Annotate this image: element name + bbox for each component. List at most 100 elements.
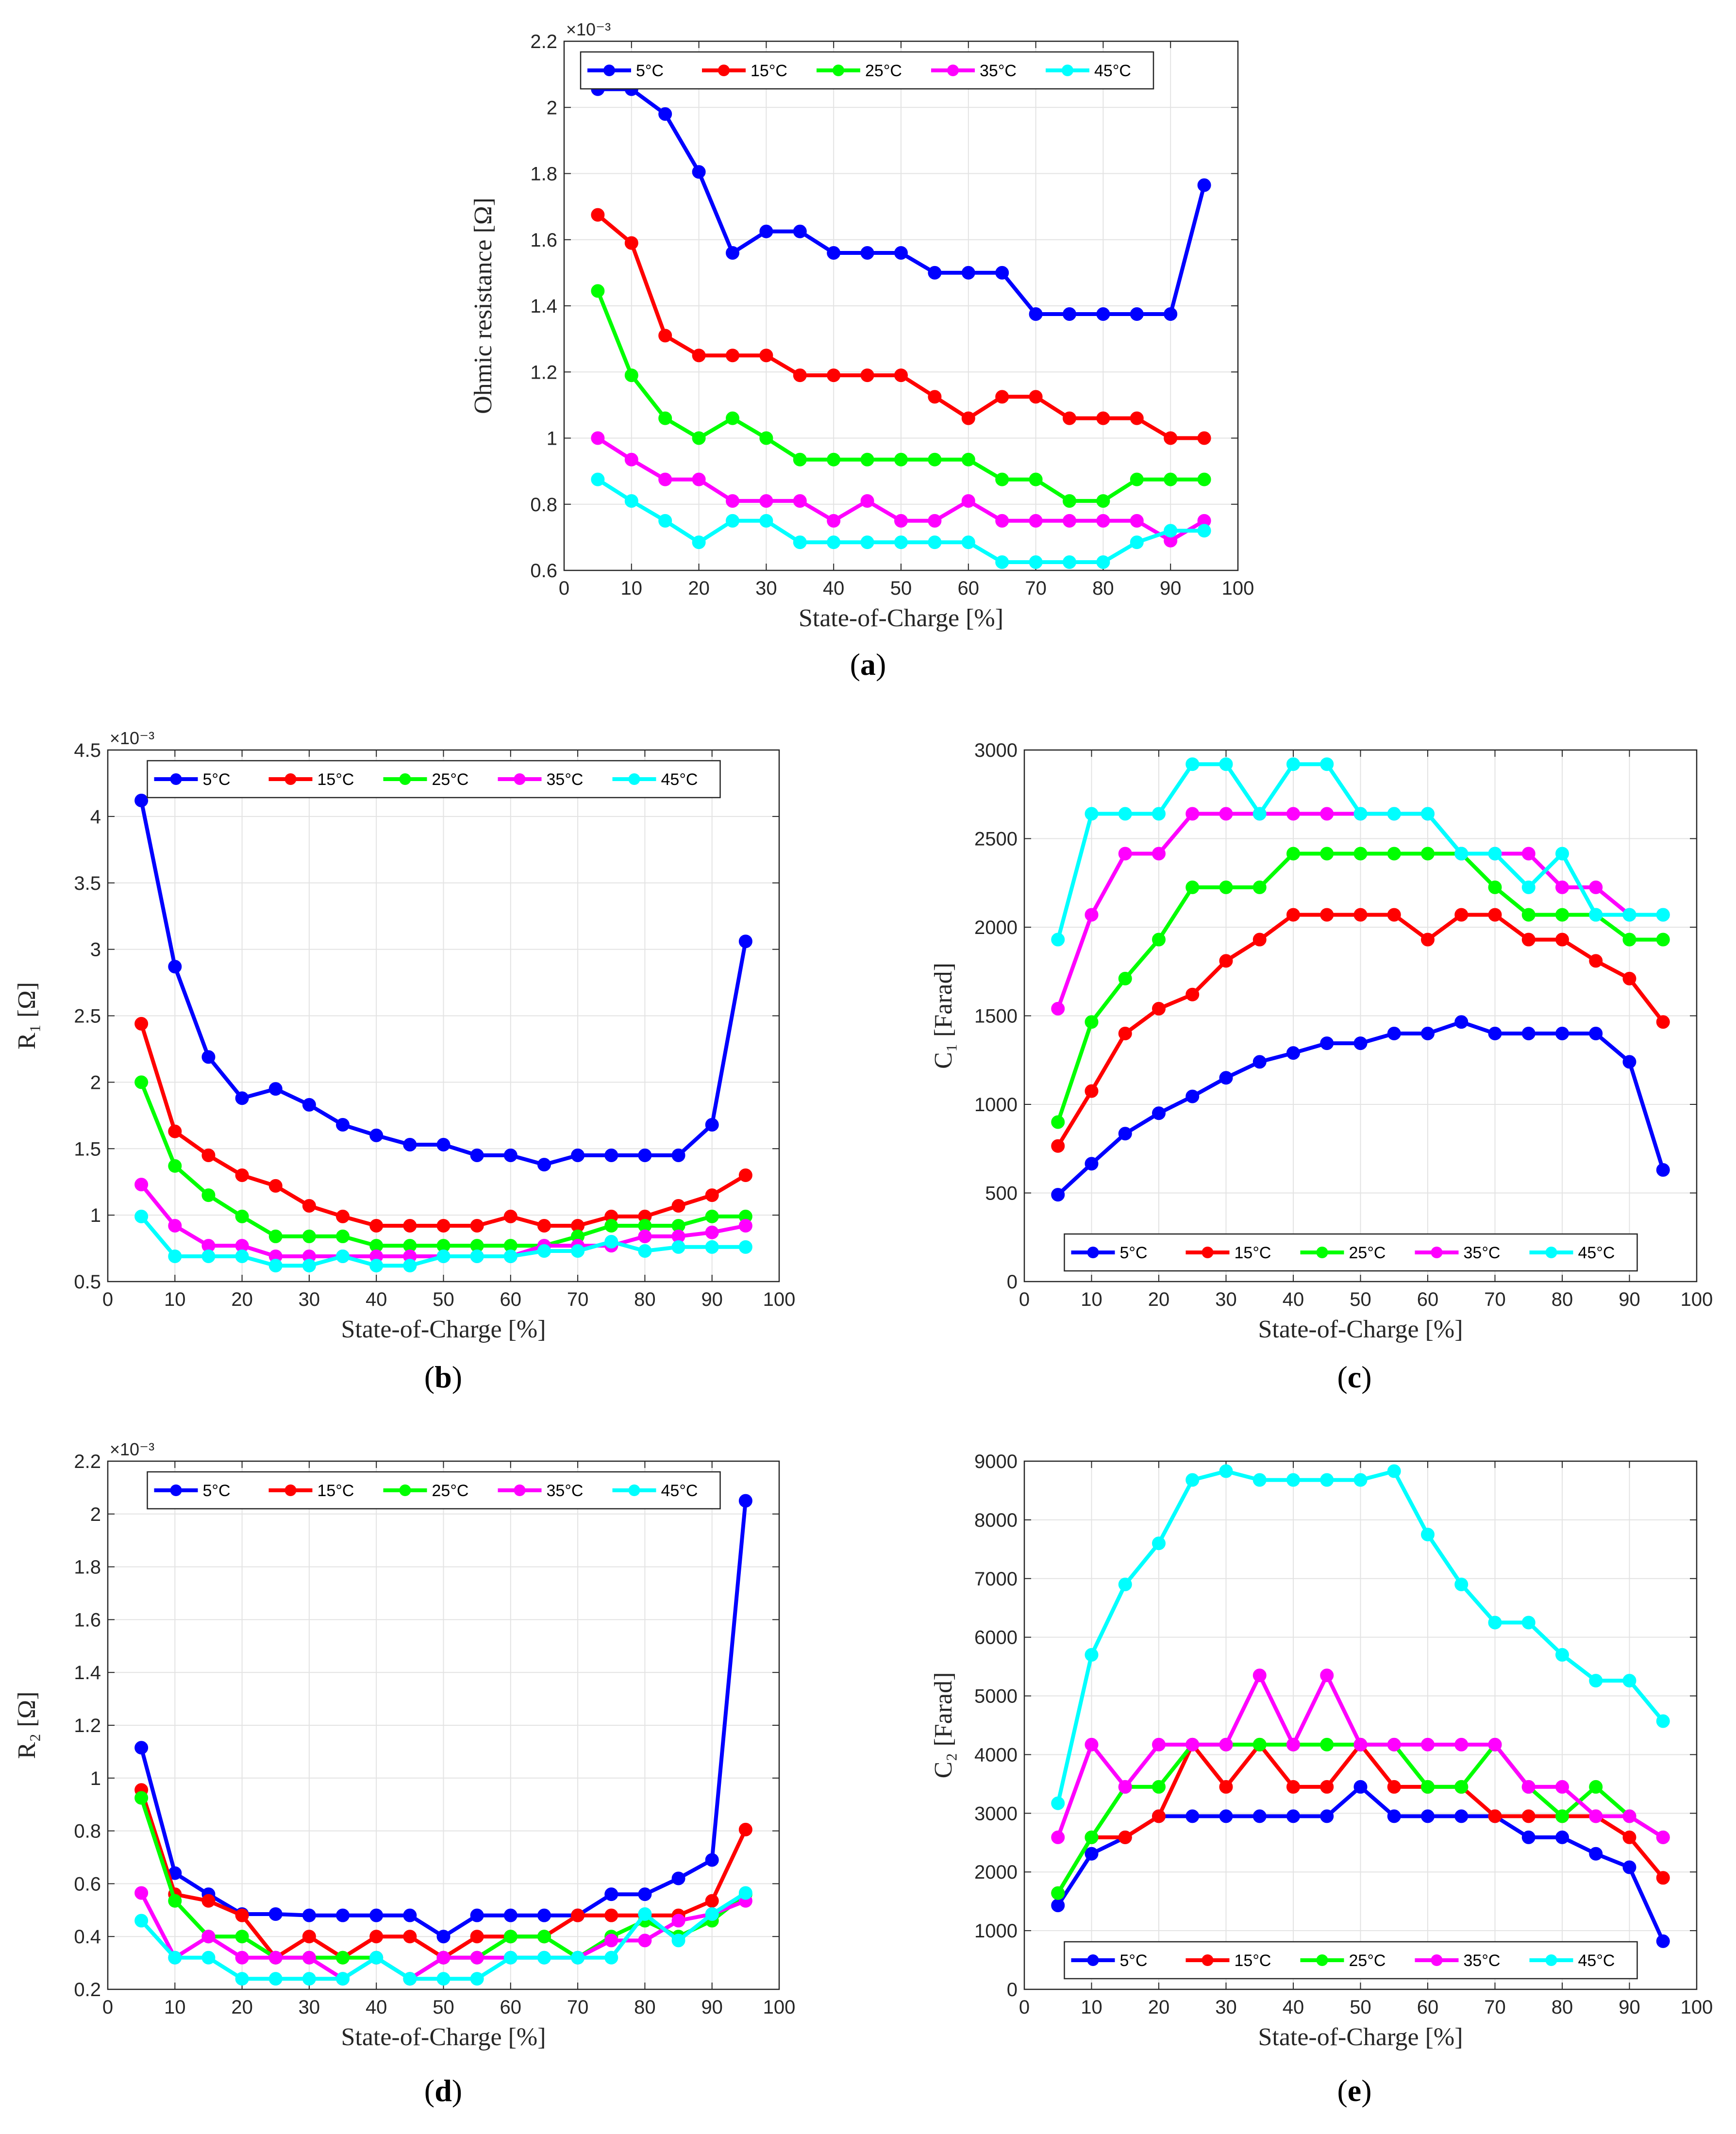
- x-tick-label: 90: [1619, 1997, 1640, 2018]
- data-point: [1219, 1809, 1233, 1823]
- data-point: [1152, 1737, 1166, 1751]
- data-point: [1118, 1830, 1132, 1844]
- y-tick-label: 0.6: [530, 560, 557, 582]
- data-point: [1622, 1055, 1636, 1069]
- data-point: [1118, 1577, 1132, 1591]
- data-point: [928, 514, 942, 528]
- data-point: [591, 284, 605, 298]
- data-point: [1085, 1737, 1099, 1751]
- data-point: [235, 1972, 249, 1986]
- data-point: [403, 1930, 417, 1944]
- data-point: [1286, 1809, 1300, 1823]
- data-point: [336, 1951, 350, 1965]
- data-point: [827, 514, 841, 528]
- data-point: [1656, 1163, 1670, 1177]
- data-point: [860, 246, 874, 260]
- data-point: [591, 472, 605, 486]
- data-point: [268, 1082, 283, 1096]
- data-point: [235, 1930, 249, 1944]
- data-point: [1320, 847, 1334, 861]
- data-point: [336, 1117, 350, 1132]
- data-point: [503, 1209, 517, 1223]
- x-tick-label: 20: [231, 1997, 253, 2018]
- legend-swatch-marker: [284, 1484, 297, 1496]
- data-point: [692, 431, 706, 445]
- data-point: [1320, 908, 1334, 922]
- data-point: [1555, 1648, 1569, 1662]
- data-point: [302, 1930, 316, 1944]
- x-axis-label: State-of-Charge [%]: [1258, 1316, 1463, 1343]
- data-point: [961, 411, 975, 425]
- data-point: [1130, 535, 1144, 550]
- data-point: [1029, 514, 1043, 528]
- data-point: [1656, 1871, 1670, 1885]
- legend-swatch-marker: [1062, 65, 1073, 76]
- data-point: [1130, 472, 1144, 486]
- panel-caption-letter: b: [434, 1360, 452, 1394]
- data-point: [503, 1951, 517, 1965]
- x-tick-label: 30: [299, 1997, 320, 2018]
- data-point: [470, 1219, 484, 1233]
- data-point: [1421, 1528, 1435, 1542]
- data-point: [302, 1259, 316, 1273]
- data-point: [1164, 472, 1178, 486]
- data-point: [302, 1972, 316, 1986]
- x-tick-label: 50: [1350, 1997, 1371, 2018]
- data-point: [235, 1249, 249, 1263]
- legend-swatch-marker: [1545, 1954, 1557, 1966]
- data-point: [759, 224, 773, 238]
- y-axis-label: Ohmic resistance [Ω]: [469, 198, 497, 414]
- panel-caption: (e): [1337, 2073, 1371, 2108]
- data-point: [537, 1219, 551, 1233]
- data-point: [1197, 431, 1211, 445]
- x-tick-label: 60: [500, 1289, 522, 1310]
- data-point: [1219, 880, 1233, 894]
- data-point: [571, 1244, 585, 1258]
- y-tick-label: 1000: [974, 1920, 1018, 1942]
- data-point: [860, 452, 874, 467]
- data-point: [1656, 1934, 1670, 1948]
- data-point: [1197, 178, 1211, 192]
- data-point: [1085, 908, 1099, 922]
- data-point: [1118, 847, 1132, 861]
- data-point: [1421, 1737, 1435, 1751]
- data-point: [1521, 1027, 1536, 1040]
- data-point: [537, 1158, 551, 1172]
- y-tick-label: 8000: [974, 1510, 1018, 1531]
- data-point: [1521, 1809, 1536, 1823]
- data-point: [1521, 908, 1536, 922]
- y-tick-label: 3000: [974, 1803, 1018, 1824]
- data-point: [470, 1951, 484, 1965]
- y-tick-label: 1.2: [530, 362, 557, 383]
- data-point: [604, 1887, 618, 1901]
- data-point: [1387, 1780, 1401, 1794]
- data-point: [1488, 1737, 1502, 1751]
- data-point: [726, 494, 739, 508]
- data-point: [894, 514, 908, 528]
- data-point: [1185, 1809, 1200, 1823]
- x-tick-label: 80: [1552, 1997, 1573, 2018]
- data-point: [995, 266, 1009, 280]
- data-point: [1029, 390, 1043, 404]
- data-point: [134, 1209, 149, 1223]
- x-tick-label: 70: [1025, 578, 1047, 599]
- x-tick-label: 80: [1092, 578, 1114, 599]
- data-point: [470, 1972, 484, 1986]
- data-point: [1353, 1473, 1368, 1487]
- y-tick-label: 1500: [974, 1006, 1018, 1027]
- y-tick-label: 0.8: [530, 494, 557, 516]
- data-point: [705, 1209, 719, 1223]
- axes-box: [1023, 749, 1698, 1283]
- data-point: [692, 349, 706, 363]
- y-tick-label: 1.8: [530, 164, 557, 185]
- x-tick-label: 100: [1222, 578, 1254, 599]
- data-point: [860, 368, 874, 383]
- y-tick-label: 2: [90, 1504, 101, 1525]
- data-point: [201, 1188, 216, 1202]
- data-point: [470, 1908, 484, 1922]
- x-tick-label: 90: [1160, 578, 1182, 599]
- legend-swatch-marker: [1202, 1247, 1214, 1258]
- x-tick-label: 100: [763, 1997, 796, 2018]
- data-point: [1130, 307, 1144, 321]
- legend-label: 25°C: [865, 62, 902, 80]
